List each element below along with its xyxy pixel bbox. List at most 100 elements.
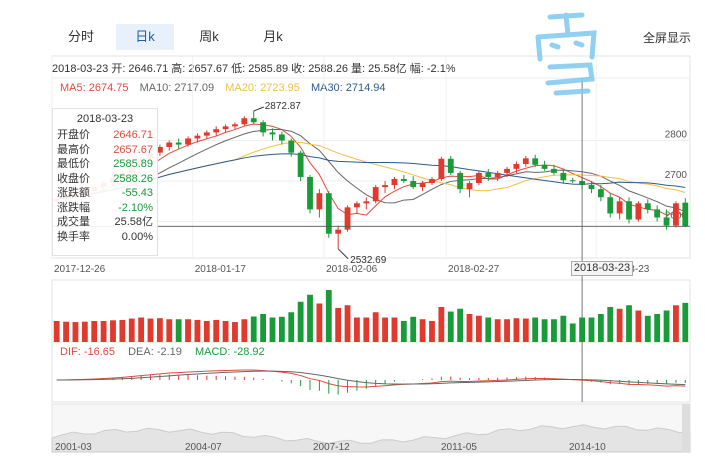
navigator-tick-label: 2007-12 (313, 442, 350, 453)
panel-row-value: 0.00% (121, 230, 153, 243)
volume-bar (241, 319, 248, 342)
navigator-tick-label: 2004-07 (185, 442, 222, 453)
ma30-label: MA30: 2714.94 (310, 82, 386, 94)
navigator-tick-label: 2014-10 (569, 442, 606, 453)
volume-bar (335, 307, 342, 342)
volume-bar (607, 307, 614, 342)
volume-bar (166, 319, 173, 342)
panel-row-key: 涨跌额 (57, 187, 90, 199)
volume-bar (457, 308, 464, 342)
candle-body (363, 201, 370, 204)
y-tick-label: 2700 (665, 170, 688, 181)
candle-body (522, 158, 529, 165)
volume-bar (175, 319, 182, 342)
max-annotation-pointer (253, 106, 264, 112)
volume-bar (513, 318, 520, 342)
volume-bar (297, 301, 304, 342)
panel-row-value: -55.43 (121, 187, 153, 199)
candle-body (354, 203, 360, 208)
tab-weekly-k[interactable]: 周k (199, 29, 219, 44)
panel-row-value: 25.58亿 (114, 216, 153, 228)
ma5-line (56, 123, 686, 217)
panel-row: 涨跌幅 -2.10% (57, 201, 153, 216)
volume-bar (119, 319, 126, 342)
panel-row: 开盘价 2646.71 (57, 128, 153, 143)
candle-body (663, 217, 670, 226)
volume-bar (147, 318, 154, 342)
candle-body (391, 179, 398, 186)
candle-body (588, 185, 595, 190)
candle-body (269, 132, 276, 135)
dea-label: DEA: -2.19 (128, 346, 182, 358)
panel-row: 涨跌额 -55.43 (57, 186, 153, 201)
candle-body (382, 185, 388, 188)
ma5-label: MA5: 2674.75 (60, 82, 129, 94)
panel-row-key: 最低价 (57, 158, 90, 170)
candle-body (504, 168, 510, 173)
min-annotation-label: 2532.69 (350, 255, 387, 266)
max-annotation-label: 2872.87 (265, 101, 302, 112)
volume-bar (673, 305, 679, 342)
candle-body (513, 164, 520, 169)
panel-row: 最低价 2585.89 (57, 157, 153, 172)
ma10-line (56, 128, 686, 213)
candle-body (400, 179, 407, 182)
candle-body (307, 176, 313, 210)
volume-bar (447, 311, 454, 342)
candle-body (278, 134, 285, 141)
candle-body (185, 138, 191, 145)
volume-bar (560, 315, 567, 342)
candle-body (616, 201, 623, 214)
candle-body (372, 187, 379, 202)
candle-body (673, 203, 679, 226)
volume-bar (663, 310, 670, 342)
volume-bar (156, 318, 163, 342)
volume-bar (551, 319, 557, 342)
candle-body (569, 180, 576, 182)
candle-body (475, 172, 482, 184)
candle-body (419, 183, 426, 188)
candle-body (560, 172, 567, 181)
volume-bar (391, 317, 398, 342)
candle-body (551, 168, 557, 173)
candle-body (166, 142, 173, 147)
candle-body (316, 193, 323, 210)
period-tabs: 分时 日k 周k 月k (52, 24, 308, 50)
panel-row-key: 涨跌幅 (57, 201, 90, 214)
volume-bar (654, 314, 661, 342)
watermark-stamp (535, 12, 597, 96)
macd-legend: DIF: -16.65 DEA: -2.19 MACD: -28.92 (60, 346, 275, 358)
candle-body (175, 142, 182, 145)
y-tick-label: 2800 (665, 130, 688, 141)
panel-row-key: 收盘价 (57, 172, 90, 185)
volume-bar (316, 303, 323, 342)
ma10-label: MA10: 2717.09 (139, 82, 215, 94)
x-tick-label: 2017-12-26 (54, 264, 106, 275)
volume-bar (81, 321, 88, 342)
candle-body (250, 118, 257, 123)
volume-bar (232, 322, 238, 342)
tab-daily-k[interactable]: 日k (116, 24, 174, 50)
volume-bar (53, 321, 60, 342)
x-tick-label: 2018-02-27 (448, 264, 500, 275)
panel-row-value: 2588.26 (113, 172, 153, 185)
candle-body (466, 183, 473, 190)
volume-bar (429, 321, 435, 342)
fullscreen-button[interactable]: 全屏显示 (642, 31, 691, 45)
ma20-label: MA20: 2723.95 (225, 82, 300, 94)
ma-legend: MA5: 2674.75 MA10: 2717.09 MA20: 2723.95… (60, 82, 394, 94)
candle-body (297, 152, 304, 177)
ohlc-info-line: 2018-03-23 开: 2646.71 高: 2657.67 低: 2585… (52, 63, 456, 75)
tab-monthly-k[interactable]: 月k (263, 29, 283, 44)
volume-bar (354, 317, 360, 342)
volume-bar (344, 305, 351, 342)
volume-bar (288, 312, 295, 342)
panel-row-value: -2.10% (118, 201, 153, 214)
volume-bar (579, 317, 586, 342)
tab-minute[interactable]: 分时 (67, 29, 94, 44)
volume-bar (100, 321, 107, 342)
volume-bar (110, 320, 116, 342)
volume-bar (203, 321, 210, 342)
